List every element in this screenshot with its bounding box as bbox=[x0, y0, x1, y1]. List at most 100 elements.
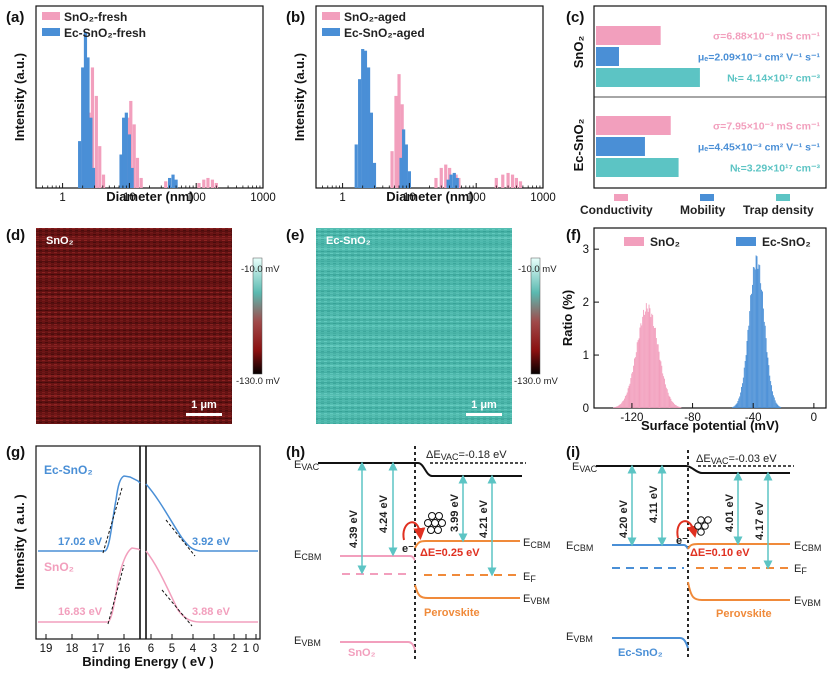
histogram-bar bbox=[736, 403, 738, 408]
nanocluster-icon bbox=[694, 516, 712, 536]
x-tick-label: 100 bbox=[187, 192, 206, 204]
evac-label: EVAC bbox=[572, 461, 598, 474]
scale-bar-label: 1 μm bbox=[471, 399, 497, 411]
metric-value-label: μₑ=2.09×10⁻³ cm² V⁻¹ s⁻¹ bbox=[698, 52, 821, 64]
texture-line bbox=[316, 237, 512, 240]
histogram-bar bbox=[772, 395, 774, 408]
histogram-bar bbox=[660, 361, 662, 408]
dE-label: ΔE=0.25 eV bbox=[420, 547, 480, 559]
metric-bar bbox=[596, 68, 700, 87]
histogram-bar bbox=[780, 406, 782, 408]
histogram-bar bbox=[501, 174, 505, 188]
plot-f-xlabel: Surface potential (mV) bbox=[641, 418, 779, 433]
texture-line bbox=[36, 391, 232, 393]
histogram-bar bbox=[646, 308, 648, 408]
histogram-bar bbox=[629, 383, 631, 408]
texture-line bbox=[36, 231, 232, 233]
texture-line bbox=[316, 273, 512, 276]
texture-line bbox=[316, 411, 512, 413]
texture-line bbox=[316, 247, 512, 249]
colorbar-bottom-label: -130.0 mV bbox=[514, 376, 558, 387]
texture-line bbox=[316, 388, 512, 390]
plot-c-legend: Conductivity Mobility Trap density bbox=[580, 194, 814, 217]
texture-line bbox=[36, 244, 232, 246]
texture-line bbox=[36, 355, 232, 357]
histogram-bar bbox=[444, 164, 448, 188]
plot-f-ylabel: Ratio (%) bbox=[560, 290, 575, 346]
histogram-bar bbox=[369, 112, 374, 188]
histogram-bar bbox=[98, 146, 102, 188]
histogram-bar bbox=[743, 367, 745, 408]
histogram-bar bbox=[635, 352, 637, 408]
plot-g-ylabel: Intensity ( a.u. ) bbox=[12, 494, 27, 589]
vbm-perovskite bbox=[687, 581, 790, 601]
texture-line bbox=[316, 260, 512, 262]
colorbar-bottom-label: -130.0 mV bbox=[236, 376, 280, 387]
histogram-bar bbox=[733, 406, 735, 408]
histogram-bar bbox=[210, 179, 215, 188]
texture-line bbox=[36, 286, 232, 289]
texture-line bbox=[316, 378, 512, 380]
texture-line bbox=[316, 420, 512, 423]
histogram-bar bbox=[759, 265, 761, 408]
energy-value: 4.17 eV bbox=[754, 501, 766, 540]
histogram-bar bbox=[354, 144, 358, 188]
tangent-line bbox=[165, 519, 196, 557]
histogram-bar bbox=[651, 313, 653, 408]
legend-swatch bbox=[624, 237, 644, 246]
ups-curve-ec-sno2-cutoff bbox=[38, 475, 141, 552]
x-tick-label: 6 bbox=[148, 643, 154, 655]
histogram-bar bbox=[86, 57, 90, 188]
histogram-bar bbox=[89, 117, 93, 188]
histogram-bar bbox=[202, 179, 206, 188]
texture-line bbox=[316, 290, 512, 292]
panel-f: (f) -120 -80 -40 0 0 1 2 3 Surface potential (m… bbox=[560, 227, 827, 433]
histogram-bar bbox=[130, 167, 134, 188]
colorbar bbox=[252, 257, 263, 375]
histogram-bar bbox=[197, 182, 201, 188]
histogram-bar bbox=[638, 338, 640, 408]
ecbm-label: ECBM bbox=[566, 540, 593, 553]
texture-line bbox=[316, 316, 512, 318]
histogram-bar bbox=[761, 289, 763, 408]
histogram-bar bbox=[624, 396, 626, 408]
histogram-bar bbox=[666, 389, 668, 408]
texture-line bbox=[316, 348, 512, 351]
texture-line bbox=[36, 250, 232, 253]
texture-line bbox=[316, 355, 512, 357]
texture-line bbox=[316, 254, 512, 256]
texture-line bbox=[36, 398, 232, 400]
panel-a-letter: (a) bbox=[6, 9, 24, 26]
texture-line bbox=[36, 358, 232, 361]
texture-line bbox=[36, 280, 232, 282]
panel-c: (c) SnO₂ Ec-SnO₂ σ=6.88×10⁻³ mS cm⁻¹ σ=7.… bbox=[566, 5, 827, 217]
metric-value-label: σ=6.88×10⁻³ mS cm⁻¹ bbox=[713, 31, 820, 43]
histogram-bar bbox=[206, 177, 210, 188]
histogram-bar bbox=[654, 328, 655, 408]
texture-line bbox=[36, 296, 232, 298]
plot-a-bars bbox=[78, 32, 218, 189]
histogram-bar bbox=[673, 402, 675, 408]
histogram-bar bbox=[756, 256, 758, 408]
x-tick-label: 2 bbox=[231, 643, 237, 655]
texture-line bbox=[36, 313, 232, 315]
kpfm-map-label: SnO₂ bbox=[46, 235, 74, 247]
texture-line bbox=[36, 384, 232, 387]
histogram-bar bbox=[214, 182, 218, 188]
material-label: SnO₂ bbox=[348, 647, 376, 659]
histogram-bar bbox=[452, 172, 456, 188]
histogram-bar bbox=[518, 181, 523, 188]
metric-value-label: σ=7.95×10⁻³ mS cm⁻¹ bbox=[713, 121, 820, 133]
histogram-bar bbox=[119, 154, 123, 188]
histogram-bar bbox=[659, 359, 661, 408]
electron-label: e⁻ bbox=[402, 543, 414, 555]
histogram-bar bbox=[494, 177, 498, 188]
histogram-bar bbox=[661, 365, 663, 408]
histogram-bar bbox=[171, 174, 175, 188]
dE-label: ΔE=0.10 eV bbox=[690, 547, 750, 559]
texture-line bbox=[36, 326, 232, 328]
histogram-bar bbox=[664, 378, 665, 408]
histogram-bar bbox=[767, 357, 769, 408]
texture-line bbox=[36, 267, 232, 269]
panel-h: (h) ΔEVAC=-0.18 eV EVAC ECBM EVBM SnO₂ E… bbox=[286, 444, 550, 660]
